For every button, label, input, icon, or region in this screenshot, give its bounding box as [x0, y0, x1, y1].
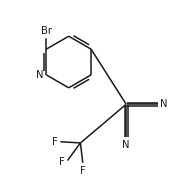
Text: F: F	[52, 137, 58, 147]
Text: F: F	[80, 166, 86, 176]
Text: Br: Br	[41, 26, 52, 36]
Text: N: N	[36, 70, 43, 80]
Text: F: F	[59, 157, 65, 167]
Text: N: N	[122, 140, 130, 150]
Text: N: N	[160, 99, 167, 109]
